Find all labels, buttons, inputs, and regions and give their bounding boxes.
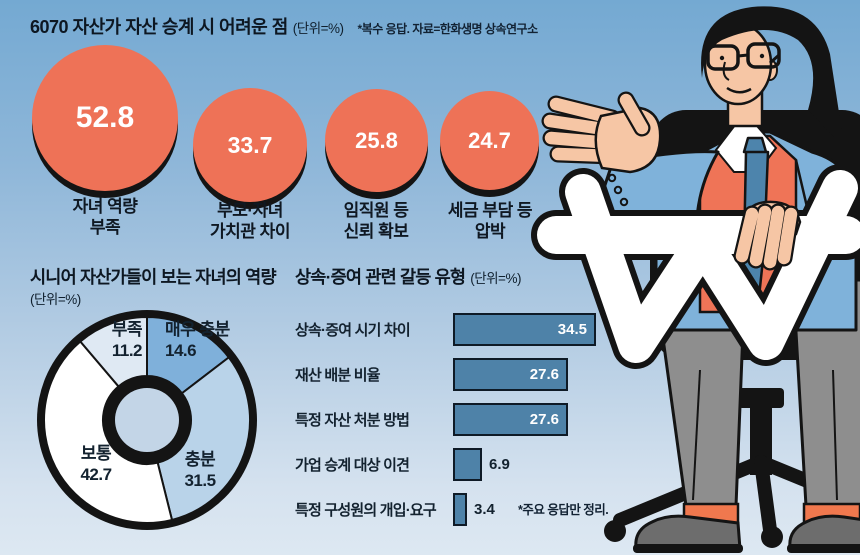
unit-label: (단위=%)	[292, 21, 344, 36]
bar-fill: 6.9	[453, 448, 482, 481]
bubble-3-label-line1: 임직원 등	[343, 201, 409, 220]
bubble-label-4: 세금 부담 등 압박	[420, 200, 560, 242]
bar-category-label: 특정 자산 처분 방법	[295, 412, 410, 429]
donut-svg	[37, 310, 257, 530]
bar-value: 27.6	[529, 411, 559, 428]
donut-unit-label: (단위=%)	[30, 292, 81, 307]
bar-row: 상속·증여 시기 차이 34.5 34.5	[295, 313, 596, 346]
hand-on-won	[733, 200, 802, 271]
bar-row: 특정 자산 처분 방법 27.6 27.6	[295, 403, 568, 436]
segment-value: 31.5	[184, 470, 216, 490]
segment-label: 매우 충분	[165, 320, 230, 339]
hair	[701, 6, 843, 139]
donut-label-sufficient: 충분 31.5	[166, 450, 234, 491]
segment-value: 11.2	[111, 340, 143, 360]
bar-category-label: 특정 구성원의 개입·요구	[295, 502, 437, 519]
bar-fill: 3.4	[453, 493, 467, 526]
bar-category-label: 재산 배분 비율	[295, 367, 381, 384]
bar-fill: 27.6	[453, 358, 568, 391]
bar-value: 6.9	[489, 456, 510, 473]
bubble-label-2: 부모·자녀 가치관 차이	[180, 200, 320, 242]
shoe-left	[634, 514, 742, 551]
bubble-value-2: 33.7	[193, 88, 307, 202]
bubble-4-value: 24.7	[468, 127, 511, 153]
bar-value: 27.6	[529, 366, 559, 383]
donut-label-average: 보통 42.7	[58, 444, 134, 485]
segment-value: 14.6	[165, 340, 197, 360]
bubble-1-label-line2: 부족	[89, 218, 121, 237]
donut-chart-title: 시니어 자산가들이 보는 자녀의 역량	[30, 267, 277, 287]
bubble-3-value: 25.8	[355, 127, 398, 153]
donut-label-very-sufficient: 매우 충분 14.6	[165, 320, 230, 361]
bubble-value-1: 52.8	[32, 45, 178, 191]
bar-row: 재산 배분 비율 27.6 27.6	[295, 358, 568, 391]
donut-chart	[32, 305, 262, 535]
bar-category-label: 상속·증여 시기 차이	[295, 322, 411, 339]
bubble-1-label-line1: 자녀 역량	[72, 197, 138, 216]
bar-unit-label: (단위=%)	[470, 271, 521, 286]
bar-chart-title: 상속·증여 관련 갈등 유형 (단위=%)	[295, 264, 521, 289]
bar-value: 3.4	[474, 501, 495, 518]
bubble-1-value: 52.8	[75, 101, 135, 134]
bar-row: 특정 구성원의 개입·요구 3.4 3.4	[295, 493, 495, 526]
page-title: 6070 자산가 자산 승계 시 어려운 점	[30, 17, 288, 37]
bar-chart: 상속·증여 시기 차이 34.5 34.5 재산 배분 비율 27.6 27.6…	[295, 0, 735, 555]
bubble-label-3: 임직원 등 신뢰 확보	[306, 200, 446, 242]
shoe-right	[788, 514, 860, 551]
segment-label: 충분	[184, 450, 216, 469]
man-head	[701, 6, 843, 139]
bubble-2-value: 33.7	[227, 131, 273, 158]
won-symbol-icon	[531, 164, 860, 369]
bar-row: 가업 승계 대상 이견 6.9 6.9	[295, 448, 510, 481]
bubble-value-4: 24.7	[440, 91, 539, 190]
bar-chart-note: *주요 응답만 정리.	[518, 503, 609, 517]
bar-category-label: 가업 승계 대상 이견	[295, 457, 410, 474]
nose	[722, 61, 730, 81]
bubble-3-label-line2: 신뢰 확보	[343, 222, 409, 241]
man-gesturing-arm	[541, 91, 720, 264]
source-note: *복수 응답. 자료=한화생명 상속연구소	[357, 22, 539, 36]
segment-label: 부족	[111, 320, 143, 339]
bar-fill: 27.6	[453, 403, 568, 436]
page-header: 6070 자산가 자산 승계 시 어려운 점 (단위=%) *복수 응답. 자료…	[30, 13, 538, 39]
donut-label-insufficient: 부족 11.2	[60, 320, 143, 361]
bubble-4-label-line2: 압박	[474, 222, 506, 241]
segment-label: 보통	[80, 444, 112, 463]
bubble-value-3: 25.8	[325, 89, 428, 192]
smile	[726, 86, 752, 94]
segment-value: 42.7	[80, 464, 112, 484]
bar-title-text: 상속·증여 관련 갈등 유형	[295, 267, 466, 287]
bar-value: 34.5	[557, 321, 587, 338]
bubble-2-label-line1: 부모·자녀	[217, 201, 283, 220]
bar-fill: 34.5	[453, 313, 596, 346]
bubble-2-label-line2: 가치관 차이	[210, 222, 290, 241]
bubble-4-label-line1: 세금 부담 등	[447, 201, 533, 220]
bubble-label-1: 자녀 역량 부족	[35, 196, 175, 238]
open-palm-hand	[541, 91, 662, 174]
